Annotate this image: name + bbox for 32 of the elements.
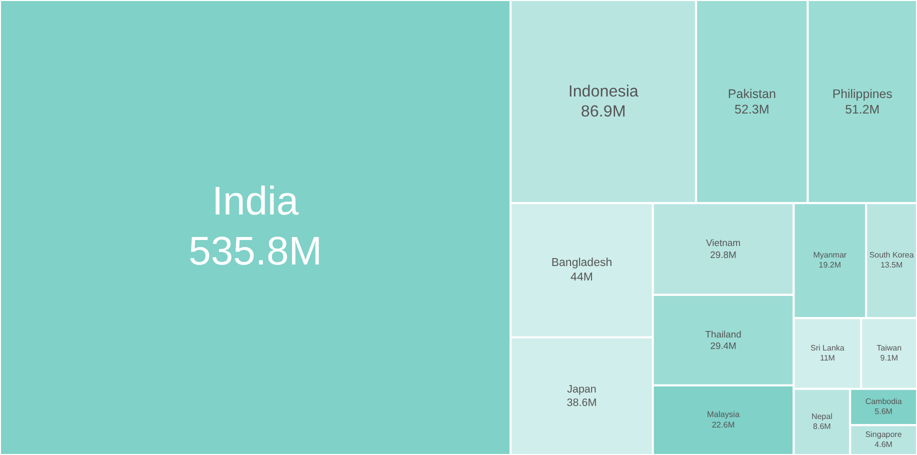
data-label: 11M bbox=[820, 353, 836, 362]
data-label: 535.8M bbox=[188, 229, 322, 274]
data-label: 19.2M bbox=[818, 260, 842, 270]
data-label: 8.6M bbox=[813, 422, 832, 431]
category-label: Pakistan bbox=[728, 86, 776, 101]
category-label: Philippines bbox=[832, 86, 892, 101]
category-label: Taiwan bbox=[876, 344, 902, 353]
category-label: Sri Lanka bbox=[810, 344, 845, 353]
data-label: 44M bbox=[570, 271, 593, 284]
category-label: Japan bbox=[567, 383, 596, 396]
data-label: 29.4M bbox=[710, 340, 737, 351]
data-label: 9.1M bbox=[880, 353, 898, 362]
data-label: 52.3M bbox=[734, 102, 770, 116]
category-label: Thailand bbox=[705, 328, 742, 340]
category-label: Bangladesh bbox=[551, 257, 612, 270]
category-label: Indonesia bbox=[568, 82, 638, 101]
data-label: 5.6M bbox=[874, 406, 893, 416]
data-label: 38.6M bbox=[566, 396, 597, 409]
data-label: 22.6M bbox=[712, 420, 735, 430]
data-label: 51.2M bbox=[845, 102, 880, 116]
category-label: Vietnam bbox=[706, 238, 741, 250]
category-label: Cambodia bbox=[865, 397, 902, 406]
category-label: Malaysia bbox=[707, 410, 740, 420]
category-label: Singapore bbox=[865, 430, 902, 440]
category-label: Nepal bbox=[811, 412, 833, 421]
category-label: Myanmar bbox=[813, 250, 847, 260]
category-label: South Korea bbox=[869, 250, 914, 260]
category-label: India bbox=[212, 180, 300, 224]
data-label: 13.5M bbox=[880, 260, 904, 270]
data-label: 29.8M bbox=[710, 250, 737, 261]
data-label: 4.6M bbox=[874, 440, 893, 450]
data-label: 86.9M bbox=[580, 102, 626, 121]
